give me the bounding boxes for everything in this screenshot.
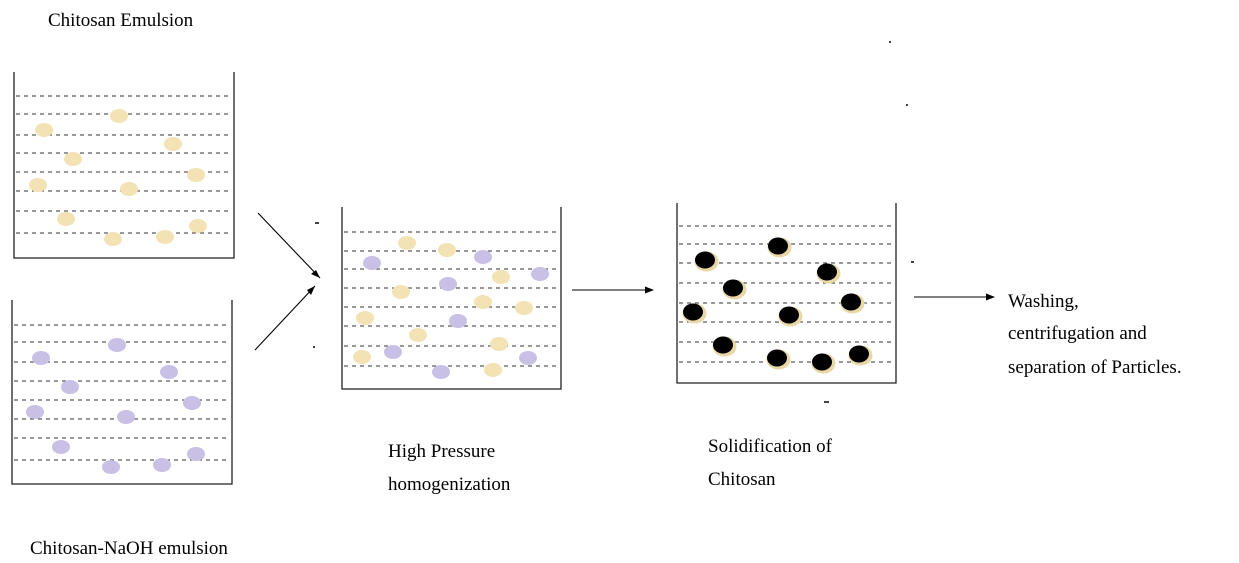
chitosan-droplet [474, 295, 492, 309]
naoh-droplet [32, 351, 50, 365]
homogenization-label-line2: homogenization [388, 474, 511, 495]
washing-label-line1: Washing, [1008, 291, 1079, 312]
chitosan-droplet [120, 182, 138, 196]
naoh-droplet [519, 351, 537, 365]
washing-label-line3: separation of Particles. [1008, 357, 1182, 378]
naoh-droplet [117, 410, 135, 424]
chitosan-droplet [353, 350, 371, 364]
solid-particle [768, 237, 788, 255]
homogenization-label-line1: High Pressure [388, 441, 496, 462]
chitosan-droplet [187, 168, 205, 182]
arrow-bottom-to-mix [254, 285, 316, 351]
solid-particle [767, 349, 787, 367]
solidification-beaker [676, 203, 897, 384]
solid-particle [849, 345, 869, 363]
naoh-droplet [449, 314, 467, 328]
stray-marks [313, 41, 914, 403]
chitosan-emulsion-label: Chitosan Emulsion [48, 10, 194, 31]
arrow-top-to-mix [257, 212, 321, 279]
chitosan-droplet [409, 328, 427, 342]
naoh-droplet [108, 338, 126, 352]
naoh-droplet [52, 440, 70, 454]
chitosan-droplet [490, 337, 508, 351]
naoh-droplet [439, 277, 457, 291]
washing-label-line2: centrifugation and [1008, 323, 1147, 344]
solid-particle [723, 279, 743, 297]
chitosan-droplet [164, 137, 182, 151]
naoh-droplet [531, 267, 549, 281]
chitosan-droplet [438, 243, 456, 257]
solid-particle [695, 251, 715, 269]
naoh-droplet [61, 380, 79, 394]
arrow-solid-to-washing [914, 293, 995, 301]
naoh-droplet [102, 460, 120, 474]
chitosan-droplet [189, 219, 207, 233]
naoh-droplet [384, 345, 402, 359]
naoh-droplet [187, 447, 205, 461]
solid-particle [817, 263, 837, 281]
chitosan-droplet [515, 301, 533, 315]
solidification-label-line2: Chitosan [708, 469, 776, 490]
chitosan-droplet [35, 123, 53, 137]
chitosan-droplet [104, 232, 122, 246]
chitosan-droplet [57, 212, 75, 226]
chitosan-droplet [392, 285, 410, 299]
solid-particle [713, 336, 733, 354]
naoh-droplet [160, 365, 178, 379]
chitosan-emulsion-beaker [13, 72, 235, 259]
naoh-droplet [474, 250, 492, 264]
solidification-label-line1: Solidification of [708, 436, 833, 457]
naoh-droplet [432, 365, 450, 379]
chitosan-droplet [356, 311, 374, 325]
solid-particle [812, 353, 832, 371]
solid-particle [841, 293, 861, 311]
naoh-droplet [26, 405, 44, 419]
chitosan-droplet [110, 109, 128, 123]
naoh-droplet [153, 458, 171, 472]
chitosan-droplet [64, 152, 82, 166]
chitosan-droplet [156, 230, 174, 244]
chitosan-droplet [484, 363, 502, 377]
arrow-mix-to-solid [572, 286, 654, 294]
chitosan-droplet [492, 270, 510, 284]
naoh-droplet [183, 396, 201, 410]
chitosan-droplet [29, 178, 47, 192]
naoh-droplet [363, 256, 381, 270]
chitosan-naoh-emulsion-label: Chitosan-NaOH emulsion [30, 538, 228, 559]
homogenization-beaker [341, 207, 562, 390]
chitosan-droplet [398, 236, 416, 250]
solid-particle [683, 303, 703, 321]
solid-particle [779, 306, 799, 324]
chitosan-naoh-beaker [11, 300, 233, 485]
